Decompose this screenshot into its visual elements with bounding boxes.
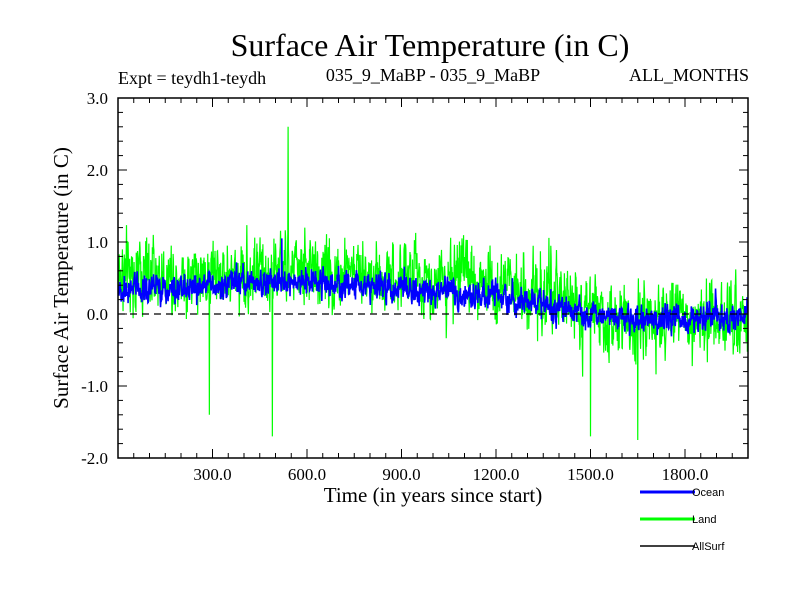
- x-tick-label: 1800.0: [662, 465, 709, 484]
- x-tick-label: 600.0: [288, 465, 326, 484]
- series-layer: [118, 126, 748, 441]
- chart-subtitle-center: 035_9_MaBP - 035_9_MaBP: [326, 65, 540, 85]
- legend-label-land: Land: [692, 514, 716, 526]
- y-tick-label: -2.0: [81, 449, 108, 468]
- x-tick-label: 300.0: [193, 465, 231, 484]
- chart-subtitle-right: ALL_MONTHS: [629, 65, 749, 85]
- x-tick-label: 1200.0: [473, 465, 520, 484]
- x-tick-label: 1500.0: [567, 465, 614, 484]
- legend: Ocean Land AllSurf: [640, 487, 725, 553]
- chart-subtitle-left: Expt = teydh1-teydh: [118, 68, 266, 88]
- legend-label-ocean: Ocean: [692, 487, 724, 499]
- y-tick-label: 2.0: [87, 161, 108, 180]
- y-tick-label: 3.0: [87, 89, 108, 108]
- y-axis-label: Surface Air Temperature (in C): [49, 147, 73, 409]
- axis-layer: -2.0 -1.0 0.0 1.0 2.0 3.0 300.0 600.0 900.0 1200.…: [81, 89, 749, 484]
- y-tick-label: -1.0: [81, 377, 108, 396]
- series-line-ocean: [118, 238, 748, 337]
- legend-label-allsurf: AllSurf: [692, 541, 725, 553]
- x-tick-label: 900.0: [382, 465, 420, 484]
- chart-title: Surface Air Temperature (in C): [231, 27, 630, 63]
- y-tick-label: 1.0: [87, 233, 108, 252]
- y-tick-label: 0.0: [87, 305, 108, 324]
- x-axis-label: Time (in years since start): [324, 483, 543, 507]
